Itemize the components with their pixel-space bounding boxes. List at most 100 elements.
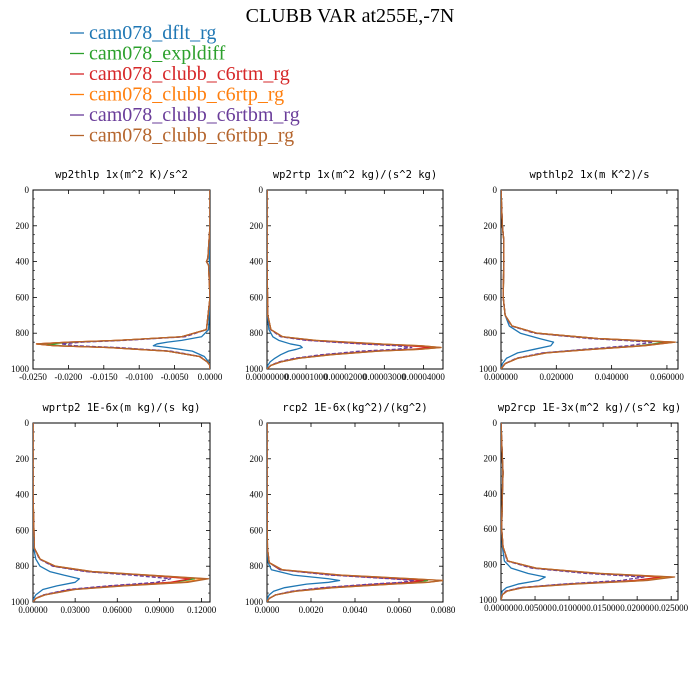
x-tick-label: -0.0050	[161, 372, 189, 382]
series-group	[33, 423, 210, 602]
x-tick-label: 0.0000	[255, 605, 280, 615]
legend: cam078_dflt_rgcam078_expldiffcam078_club…	[70, 22, 300, 147]
series-line-cam078_expldiff	[33, 423, 196, 602]
x-tick-label: 0.0040	[343, 605, 368, 615]
y-tick-label: 0	[259, 418, 264, 428]
legend-entry: cam078_clubb_c6rtp_rg	[70, 84, 284, 106]
y-tick-label: 600	[250, 292, 264, 302]
panel-title: wp2thlp 1x(m^2 K)/s^2	[55, 169, 188, 181]
y-tick-label: 0	[493, 418, 498, 428]
y-tick-label: 1000	[11, 597, 30, 607]
panel-4: wprtp2 1E-6x(m kg)/(s kg) 0 200 400 600 800 10…	[11, 402, 217, 615]
series-group	[267, 190, 442, 369]
x-tick-label: 0.020000	[539, 372, 573, 382]
x-tick-label: 0.0000	[198, 372, 223, 382]
series-line-cam078_dflt_rg	[501, 423, 546, 600]
legend-label: cam078_clubb_c6rtbm_rg	[89, 104, 300, 126]
x-tick-label: 0.06000	[103, 605, 133, 615]
y-tick-label: 0	[493, 185, 498, 195]
y-tick-label: 600	[250, 525, 264, 535]
series-line-cam078_dflt_rg	[33, 423, 81, 602]
legend-entry: cam078_clubb_c6rtm_rg	[70, 63, 290, 85]
panel-6: wp2rcp 1E-3x(m^2 kg)/(s^2 kg)0 200 400 600 8…	[479, 402, 689, 613]
legend-entry: cam078_clubb_c6rtbp_rg	[70, 125, 294, 147]
panel-title: wprtp2 1E-6x(m kg)/(s kg)	[42, 402, 200, 414]
legend-entry: cam078_clubb_c6rtbm_rg	[70, 104, 300, 126]
panel-title: rcp2 1E-6x(kg^2)/(kg^2)	[282, 402, 427, 414]
y-tick-label: 0	[25, 418, 30, 428]
x-tick-label: 0.010000	[552, 603, 586, 613]
x-tick-label: 0.000000	[484, 603, 518, 613]
x-tick-label: 0.015000	[586, 603, 620, 613]
y-tick-label: 800	[250, 561, 264, 571]
panel-2: wp2rtp 1x(m^2 kg)/(s^2 kg) 0 200 400 600 800 1…	[245, 169, 445, 382]
series-line-cam078_clubb_c6rtbm_rg	[501, 190, 654, 369]
series-line-cam078_clubb_c6rtm_rg	[501, 190, 674, 369]
y-tick-label: 600	[484, 292, 498, 302]
x-tick-label: -0.0250	[19, 372, 47, 382]
x-tick-label: 0.03000	[61, 605, 91, 615]
y-tick-label: 800	[484, 328, 498, 338]
series-line-cam078_clubb_c6rtbm_rg	[501, 423, 645, 600]
y-tick-label: 1000	[479, 595, 498, 605]
panel-title: wp2rcp 1E-3x(m^2 kg)/(s^2 kg)	[498, 402, 681, 414]
x-tick-label: 0.000000	[484, 372, 518, 382]
x-tick-label: 0.00004000	[402, 372, 445, 382]
y-tick-label: 800	[250, 328, 264, 338]
x-tick-label: 0.09000	[145, 605, 175, 615]
series-line-cam078_clubb_c6rtm_rg	[33, 423, 191, 602]
y-tick-label: 0	[259, 185, 264, 195]
x-tick-label: 0.00002000	[324, 372, 367, 382]
legend-entry: cam078_expldiff	[70, 43, 226, 65]
series-line-cam078_clubb_c6rtbp_rg	[33, 423, 210, 602]
y-tick-label: 200	[16, 454, 30, 464]
x-tick-label: 0.0020	[299, 605, 324, 615]
x-tick-label: 0.020000	[620, 603, 654, 613]
y-tick-label: 400	[16, 257, 30, 267]
series-group	[267, 423, 443, 602]
series-group	[35, 190, 210, 369]
x-tick-label: 0.00000000	[246, 372, 289, 382]
y-tick-label: 800	[16, 328, 30, 338]
x-tick-label: 0.00003000	[363, 372, 406, 382]
series-line-cam078_clubb_c6rtbp_rg	[267, 190, 442, 369]
series-group	[501, 190, 676, 369]
series-line-cam078_dflt_rg	[501, 190, 555, 369]
x-tick-label: 0.0080	[431, 605, 456, 615]
plot-frame	[32, 422, 211, 603]
panel-1: wp2thlp 1x(m^2 K)/s^202004006008001000-0…	[11, 169, 223, 382]
panel-title: wpthlp2 1x(m K^2)/s	[529, 169, 649, 181]
y-tick-label: 200	[250, 221, 264, 231]
y-tick-label: 400	[484, 489, 498, 499]
y-tick-label: 200	[250, 454, 264, 464]
legend-label: cam078_clubb_c6rtm_rg	[89, 63, 290, 85]
legend-label: cam078_expldiff	[89, 43, 226, 65]
x-tick-label: 0.00000	[18, 605, 48, 615]
x-tick-label: 0.0060	[387, 605, 412, 615]
figure-title: CLUBB VAR at255E,-7N	[246, 5, 455, 27]
y-tick-label: 400	[250, 490, 264, 500]
y-tick-label: 200	[484, 453, 498, 463]
y-tick-label: 1000	[11, 364, 30, 374]
y-tick-label: 1000	[245, 597, 264, 607]
series-line-cam078_clubb_c6rtbp_rg	[501, 190, 676, 369]
y-tick-label: 1000	[479, 364, 498, 374]
x-tick-label: -0.0200	[55, 372, 83, 382]
series-group	[501, 423, 676, 600]
y-tick-label: 800	[484, 560, 498, 570]
legend-label: cam078_dflt_rg	[89, 22, 216, 44]
panels: wp2thlp 1x(m^2 K)/s^202004006008001000-0…	[11, 169, 689, 615]
legend-entry: cam078_dflt_rg	[70, 22, 216, 44]
series-line-cam078_clubb_c6rtp_rg	[33, 423, 206, 602]
series-line-cam078_clubb_c6rtbp_rg	[35, 190, 210, 369]
y-tick-label: 400	[484, 257, 498, 267]
panel-title: wp2rtp 1x(m^2 kg)/(s^2 kg)	[273, 169, 437, 181]
y-tick-label: 1000	[245, 364, 264, 374]
x-tick-label: -0.0100	[125, 372, 153, 382]
x-tick-label: 0.005000	[518, 603, 552, 613]
panel-5: rcp2 1E-6x(kg^2)/(kg^2) 0 200 400 600 800 1000…	[245, 402, 456, 615]
series-line-cam078_clubb_c6rtbp_rg	[501, 423, 676, 600]
y-tick-label: 600	[484, 524, 498, 534]
y-tick-label: 600	[16, 525, 30, 535]
